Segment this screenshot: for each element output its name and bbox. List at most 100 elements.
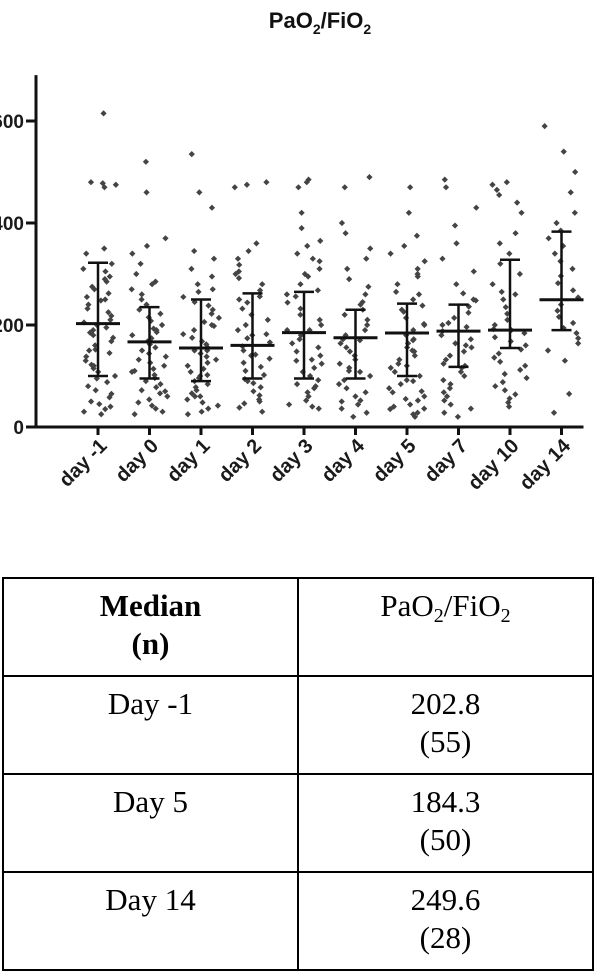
data-point <box>135 356 142 363</box>
data-point <box>263 331 270 338</box>
data-point <box>244 299 251 306</box>
median-table: Median (n) PaO2/FiO2 Day -1 202.8 (55) D… <box>2 577 594 971</box>
data-point <box>337 340 344 347</box>
data-point <box>560 148 567 155</box>
y-tick-label: 0 <box>13 418 24 439</box>
data-point <box>452 340 459 347</box>
data-point <box>496 240 503 247</box>
data-point <box>294 250 301 257</box>
data-point <box>409 347 416 354</box>
data-point <box>293 381 301 388</box>
data-point <box>101 184 108 191</box>
data-point <box>196 189 203 196</box>
data-point <box>338 398 345 405</box>
data-point <box>443 393 451 400</box>
data-point <box>512 291 519 298</box>
data-point <box>236 261 243 268</box>
data-point <box>566 390 573 397</box>
data-point <box>150 365 157 372</box>
data-point <box>357 397 364 404</box>
data-point <box>316 258 323 265</box>
data-point <box>440 360 447 367</box>
data-point <box>153 384 160 391</box>
data-point <box>516 270 523 278</box>
data-point <box>401 242 408 250</box>
data-point <box>442 356 450 363</box>
data-point <box>298 209 305 216</box>
data-point <box>419 302 426 309</box>
data-point <box>104 379 111 386</box>
data-point <box>129 332 136 339</box>
data-point <box>105 290 112 297</box>
y-tick-label: 600 <box>0 112 24 133</box>
data-point <box>143 242 151 250</box>
data-point <box>343 385 350 392</box>
row-label: Day 14 <box>2 871 299 971</box>
y-tick-label: 400 <box>0 214 24 235</box>
table-row: Day -1 202.8 (55) <box>2 675 594 775</box>
data-point <box>409 377 417 385</box>
data-point <box>573 330 580 337</box>
data-point <box>259 281 266 288</box>
data-point <box>252 351 259 358</box>
data-point <box>491 354 498 361</box>
data-point <box>362 291 369 298</box>
data-point <box>453 281 460 288</box>
data-point <box>315 405 322 412</box>
data-point <box>195 288 202 295</box>
data-point <box>305 393 312 400</box>
data-point <box>365 283 372 290</box>
row-label: Day -1 <box>2 675 299 775</box>
data-point <box>212 356 220 363</box>
data-point <box>389 389 396 396</box>
data-point <box>569 265 576 273</box>
data-point <box>467 336 474 343</box>
data-point <box>256 392 263 399</box>
data-point <box>244 335 251 342</box>
data-point <box>492 383 499 390</box>
data-point <box>106 349 113 357</box>
x-tick-label: day 14 <box>515 434 575 494</box>
data-point <box>108 260 115 267</box>
table-row: Day 14 249.6 (28) <box>2 871 594 971</box>
data-point <box>256 287 264 294</box>
data-point <box>107 403 114 410</box>
data-point <box>498 288 505 295</box>
data-point <box>457 368 465 376</box>
data-point <box>106 273 113 280</box>
data-point <box>129 250 136 257</box>
data-point <box>143 189 150 196</box>
data-point <box>80 408 88 415</box>
data-point <box>544 347 552 354</box>
row-n: (50) <box>419 822 472 857</box>
x-tick-label: day 2 <box>214 435 266 487</box>
data-point <box>188 265 195 273</box>
data-point <box>421 321 428 329</box>
data-point <box>157 310 164 317</box>
data-point <box>309 403 316 410</box>
y-tick-label: 200 <box>0 316 24 337</box>
data-point <box>146 396 153 403</box>
data-point <box>214 402 222 409</box>
x-tick-label: day 1 <box>163 435 215 487</box>
data-point <box>316 265 323 273</box>
data-point <box>316 316 323 324</box>
data-point <box>465 309 472 316</box>
data-point <box>102 296 109 303</box>
row-median: 184.3 <box>410 784 481 819</box>
header-median-label: Median <box>99 588 202 623</box>
data-point <box>101 245 108 252</box>
data-point <box>438 332 445 339</box>
data-point <box>513 199 521 206</box>
data-point <box>260 371 268 379</box>
data-point <box>357 301 364 308</box>
data-point <box>569 287 577 294</box>
data-point <box>162 235 169 242</box>
data-point <box>243 181 251 188</box>
data-point <box>387 250 394 257</box>
data-point <box>361 326 369 334</box>
data-point <box>198 408 205 415</box>
data-point <box>446 385 454 392</box>
data-point <box>138 347 146 354</box>
x-tick-label: day 0 <box>111 435 163 487</box>
